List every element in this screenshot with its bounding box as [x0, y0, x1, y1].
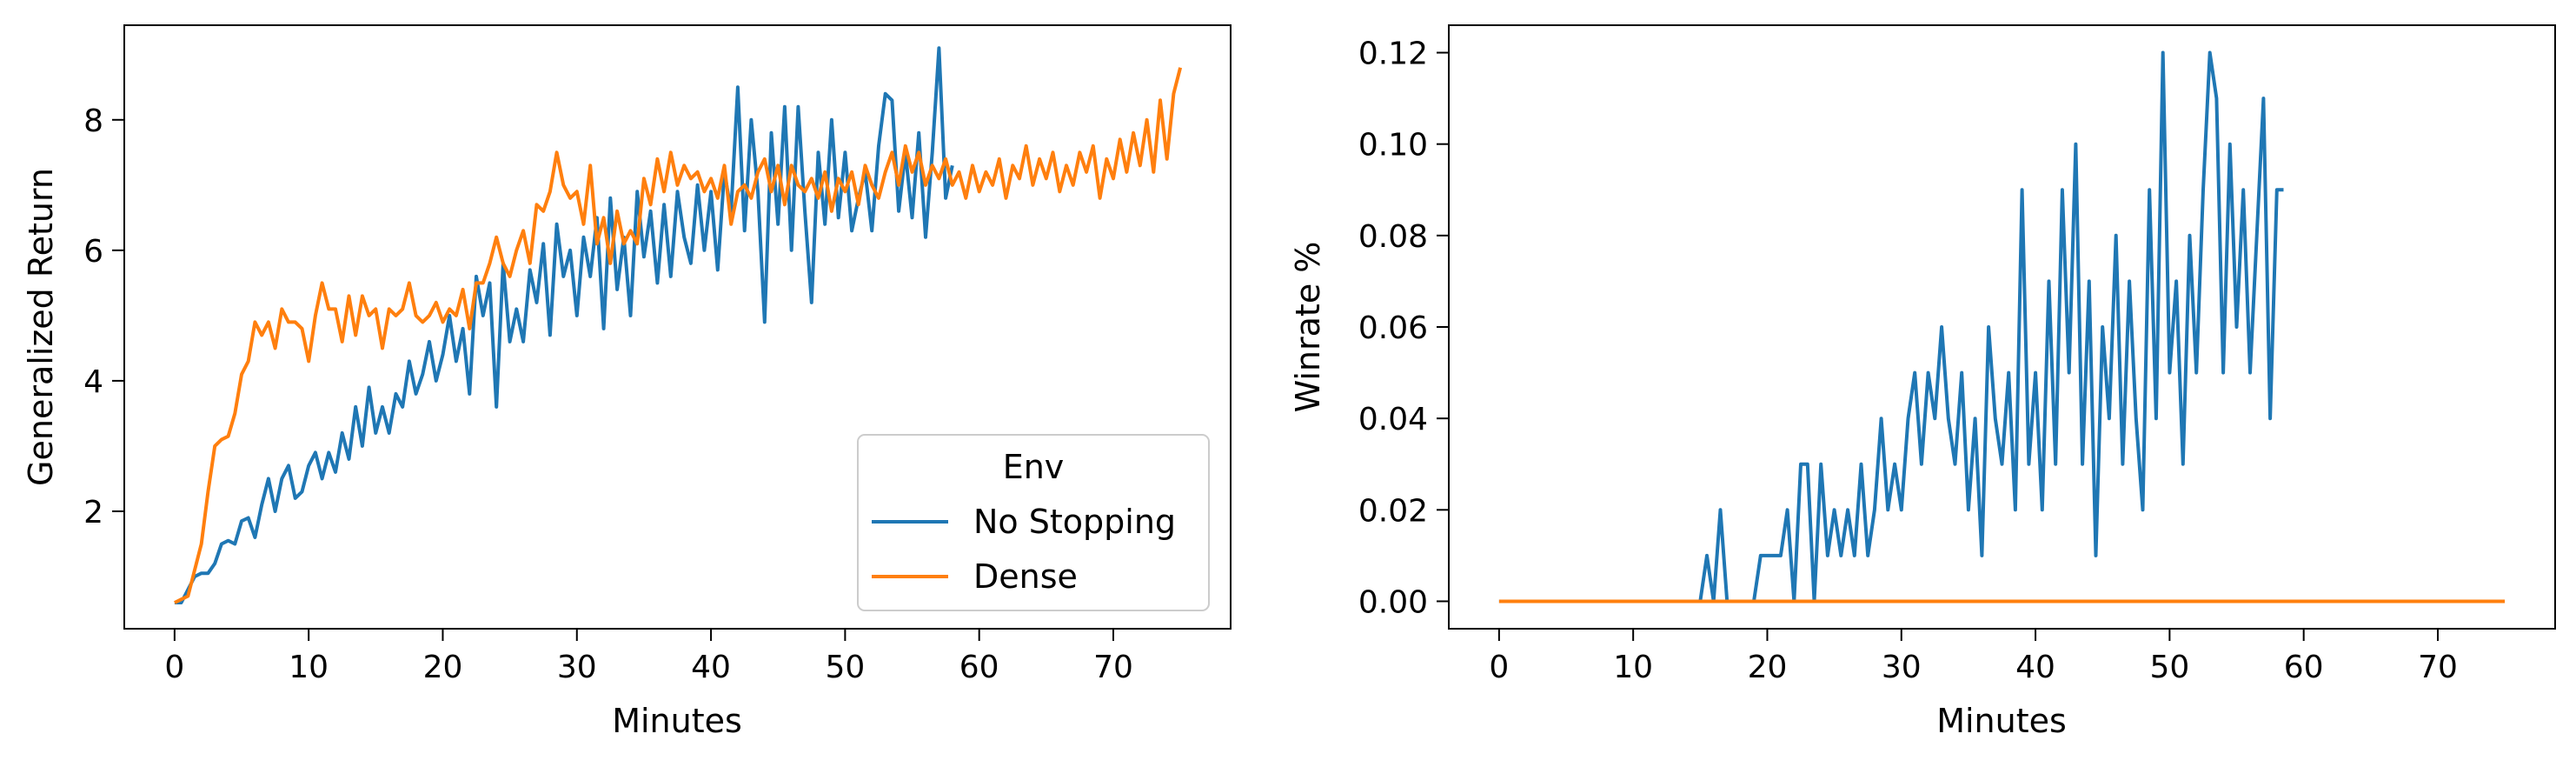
return-y-tick-label: 6	[83, 234, 103, 270]
legend-label-dense: Dense	[973, 557, 1078, 596]
return-x-tick-label: 70	[1093, 650, 1133, 685]
winrate-y-tick-label: 0.04	[1358, 402, 1428, 437]
winrate-x-tick-label: 0	[1489, 650, 1509, 685]
return-y-tick-label: 2	[83, 495, 103, 530]
return-plot-frame	[123, 24, 1232, 630]
return-y-label: Generalized Return	[22, 168, 60, 486]
winrate-x-tick-label: 30	[1882, 650, 1922, 685]
return-y-ticks: 2 4 6 8	[83, 103, 124, 530]
return-x-label: Minutes	[612, 702, 742, 740]
return-x-tick-label: 10	[289, 650, 329, 685]
winrate-y-tick-label: 0.12	[1358, 37, 1428, 72]
legend: Env No Stopping Dense	[857, 434, 1210, 611]
winrate-lines	[1498, 50, 2506, 604]
winrate-x-tick-label: 50	[2149, 650, 2189, 685]
return-series-line-dense	[174, 67, 1183, 604]
return-panel: 0 10 20 30 40 50 60 70 2 4 6 8 Minutes Generalized…	[22, 24, 1232, 740]
return-x-tick-label: 50	[825, 650, 865, 685]
winrate-x-label: Minutes	[1936, 702, 2067, 740]
return-x-ticks: 0 10 20 30 40 50 60 70	[164, 629, 1133, 685]
winrate-x-ticks: 0 10 20 30 40 50 60 70	[1489, 629, 2458, 685]
winrate-x-tick-label: 20	[1748, 650, 1788, 685]
return-x-tick-label: 0	[164, 650, 184, 685]
winrate-x-tick-label: 40	[2015, 650, 2055, 685]
winrate-y-label: Winrate %	[1289, 242, 1327, 413]
return-x-tick-label: 30	[557, 650, 597, 685]
winrate-y-tick-label: 0.02	[1358, 493, 1428, 529]
return-lines	[174, 46, 1183, 604]
legend-title: Env	[1003, 448, 1065, 486]
winrate-x-tick-label: 70	[2418, 650, 2458, 685]
winrate-y-ticks: 0.00 0.02 0.04 0.06 0.08 0.10 0.12	[1358, 37, 1449, 620]
return-y-tick-label: 4	[83, 364, 103, 400]
return-x-tick-label: 60	[959, 650, 999, 685]
winrate-x-tick-label: 10	[1613, 650, 1653, 685]
winrate-y-tick-label: 0.06	[1358, 310, 1428, 346]
return-x-tick-label: 40	[691, 650, 731, 685]
winrate-panel: 0 10 20 30 40 50 60 70 0.00 0.02 0.04 0.06 0.08 0.10…	[1289, 24, 2556, 740]
legend-box	[857, 434, 1210, 611]
winrate-x-tick-label: 60	[2284, 650, 2324, 685]
return-y-tick-label: 8	[83, 103, 103, 139]
legend-label-no-stopping: No Stopping	[973, 503, 1176, 541]
winrate-y-tick-label: 0.00	[1358, 584, 1428, 620]
return-x-tick-label: 20	[423, 650, 463, 685]
winrate-y-tick-label: 0.08	[1358, 219, 1428, 255]
winrate-series-line-0	[1498, 50, 2284, 604]
winrate-y-tick-label: 0.10	[1358, 128, 1428, 163]
return-series-line-no-stopping	[174, 46, 954, 604]
